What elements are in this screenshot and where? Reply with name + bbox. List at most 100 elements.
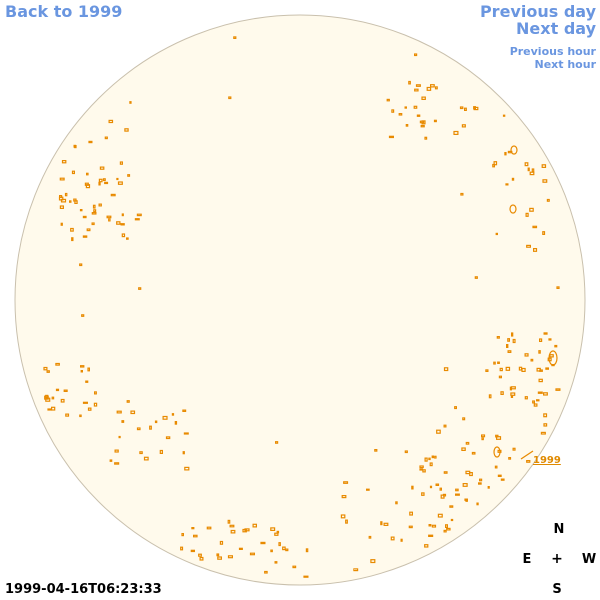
contour-speck xyxy=(507,338,510,342)
compass-north: N xyxy=(553,522,565,537)
contour-speck xyxy=(440,494,445,499)
contour-speck xyxy=(121,420,125,423)
next-hour-link[interactable]: Next hour xyxy=(534,58,597,71)
compass-east: E xyxy=(522,552,532,567)
contour-speck xyxy=(55,362,60,366)
contour-speck xyxy=(424,136,428,140)
contour-speck xyxy=(129,101,132,104)
contour-speck xyxy=(525,212,529,217)
contour-speck xyxy=(524,396,528,400)
contour-loop xyxy=(493,446,501,458)
contour-speck xyxy=(303,575,309,578)
contour-speck xyxy=(43,366,48,371)
contour-speck xyxy=(527,167,530,172)
contour-speck xyxy=(540,431,546,435)
contour-speck xyxy=(424,457,428,462)
contour-speck xyxy=(506,344,509,349)
contour-speck xyxy=(117,181,123,185)
previous-day-link[interactable]: Previous day xyxy=(479,2,596,21)
contour-speck xyxy=(465,470,471,475)
contour-speck xyxy=(404,450,408,454)
contour-speck xyxy=(244,528,250,532)
contour-speck xyxy=(114,449,119,453)
contour-speck xyxy=(487,486,490,489)
contour-speck xyxy=(59,177,65,181)
contour-speck xyxy=(238,547,243,550)
previous-hour-link[interactable]: Previous hour xyxy=(509,45,596,58)
contour-speck xyxy=(274,532,279,536)
contour-speck xyxy=(82,215,87,219)
contour-speck xyxy=(445,524,449,528)
contour-speck xyxy=(79,365,85,368)
contour-speck xyxy=(114,462,120,465)
contour-speck xyxy=(526,460,531,463)
contour-speck xyxy=(127,174,131,177)
contour-speck xyxy=(476,502,479,506)
contour-speck xyxy=(292,565,297,569)
contour-features xyxy=(43,36,561,578)
contour-speck xyxy=(462,483,468,487)
contour-speck xyxy=(496,336,500,339)
contour-speck xyxy=(71,170,75,175)
contour-speck xyxy=(488,394,492,399)
contour-speck xyxy=(82,401,89,404)
contour-speck xyxy=(538,338,543,343)
trail-year-label[interactable]: 1999 xyxy=(533,455,561,466)
contour-speck xyxy=(428,523,432,527)
contour-speck xyxy=(434,86,438,90)
contour-speck xyxy=(73,198,77,202)
contour-speck xyxy=(511,332,514,337)
contour-speck xyxy=(414,53,418,57)
contour-speck xyxy=(481,437,484,441)
contour-speck xyxy=(368,535,372,539)
contour-speck xyxy=(426,86,432,91)
contour-speck xyxy=(366,488,370,491)
contour-speck xyxy=(183,432,189,435)
contour-speck xyxy=(546,198,550,202)
contour-speck xyxy=(492,163,495,168)
contour-speck xyxy=(278,542,281,547)
contour-speck xyxy=(481,434,486,438)
contour-speck xyxy=(55,388,60,392)
contour-speck xyxy=(341,495,347,499)
contour-speck xyxy=(524,353,529,357)
contour-speck xyxy=(374,449,378,452)
contour-speck xyxy=(68,200,72,203)
contour-speck xyxy=(537,391,543,394)
contour-speck xyxy=(543,332,548,335)
contour-speck xyxy=(474,276,478,279)
contour-speck xyxy=(79,263,83,267)
contour-speck xyxy=(102,178,106,182)
contour-speck xyxy=(134,218,140,221)
contour-speck xyxy=(496,436,502,440)
contour-speck xyxy=(80,370,83,373)
contour-loop xyxy=(509,204,517,214)
next-day-link[interactable]: Next day xyxy=(516,19,596,38)
contour-speck xyxy=(446,527,451,531)
contour-speck xyxy=(45,397,51,402)
contour-speck xyxy=(435,483,440,487)
contour-speck xyxy=(184,466,190,471)
compass-south: S xyxy=(552,582,562,597)
contour-speck xyxy=(414,88,419,92)
contour-speck xyxy=(419,468,424,471)
contour-speck xyxy=(136,213,142,217)
back-to-year-link[interactable]: Back to 1999 xyxy=(5,2,123,21)
contour-speck xyxy=(530,358,534,362)
contour-speck xyxy=(51,396,55,400)
observation-timestamp: 1999-04-16T06:23:33 xyxy=(5,582,162,597)
contour-speck xyxy=(542,179,548,183)
contour-speck xyxy=(305,548,309,553)
contour-speck xyxy=(98,178,103,183)
contour-speck xyxy=(532,400,536,404)
contour-speck xyxy=(455,488,459,492)
contour-speck xyxy=(512,447,516,451)
contour-speck xyxy=(461,447,466,452)
contour-speck xyxy=(542,392,548,396)
contour-speck xyxy=(191,526,195,530)
contour-speck xyxy=(436,429,441,434)
contour-speck xyxy=(543,423,548,427)
contour-speck xyxy=(120,223,125,226)
contour-speck xyxy=(47,408,52,411)
contour-speck xyxy=(471,451,476,455)
